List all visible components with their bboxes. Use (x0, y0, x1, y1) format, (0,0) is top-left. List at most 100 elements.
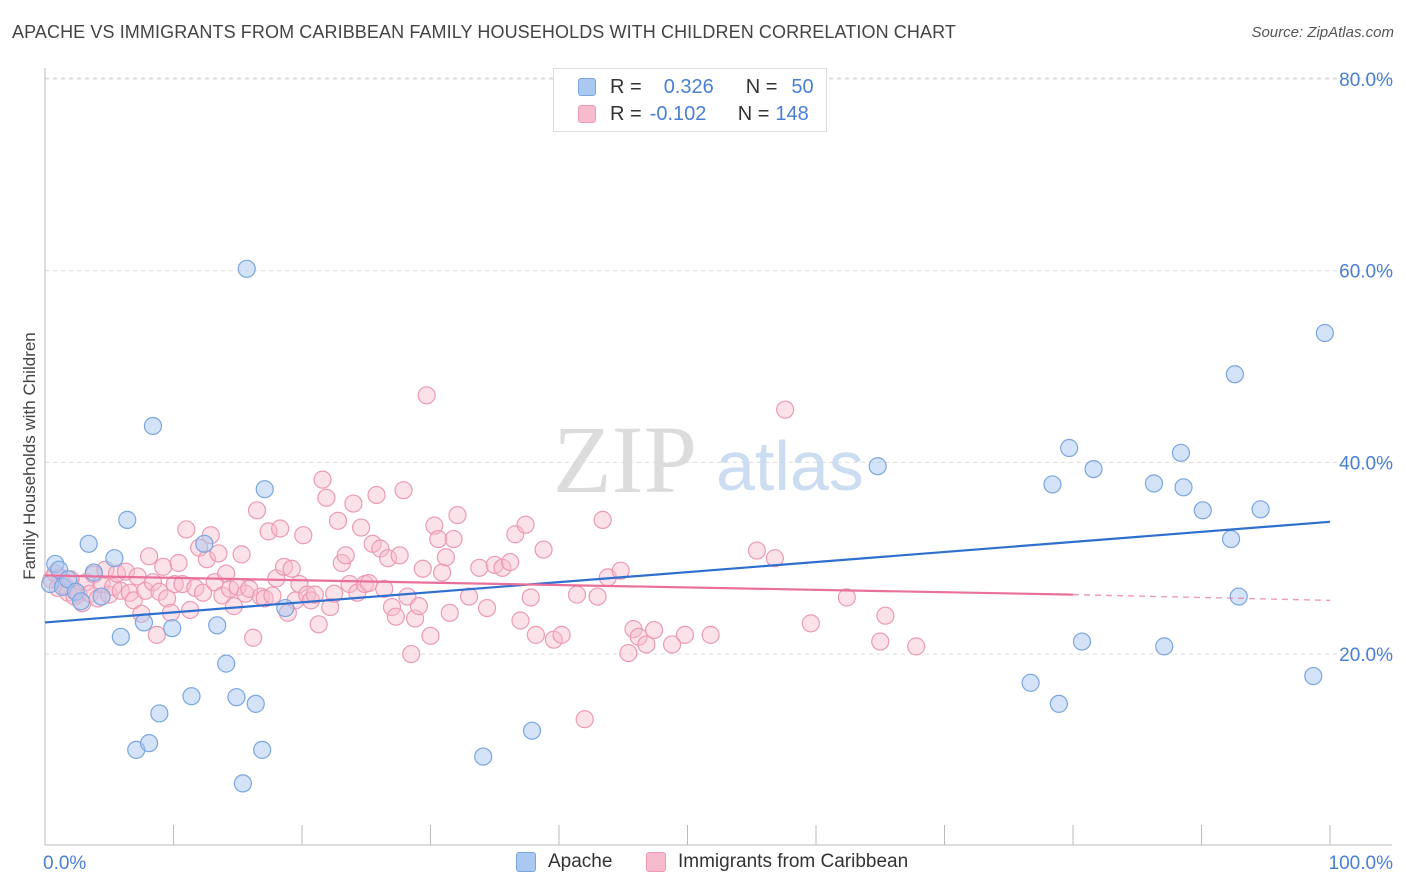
x-tick-label-min: 0.0% (43, 853, 86, 874)
caribbean-point (552, 625, 571, 644)
legend-caribbean-label: Immigrants from Caribbean (678, 851, 909, 872)
caribbean-point (776, 400, 795, 419)
apache-point (253, 740, 272, 759)
caribbean-point (147, 625, 166, 644)
caribbean-point (417, 386, 436, 405)
caribbean-point (139, 547, 159, 566)
caribbean-point (588, 587, 607, 606)
caribbean-trend-line (44, 574, 1074, 596)
caribbean-point (637, 635, 656, 654)
apache-point (474, 747, 493, 766)
caribbean-point (448, 505, 467, 525)
apache-point (522, 721, 542, 740)
apache-point (195, 534, 214, 553)
stats-legend-caribbean: R = -0.102 N = 148 (578, 102, 809, 126)
caribbean-point (336, 546, 355, 565)
caribbean-point (429, 529, 448, 549)
caribbean-point (470, 558, 489, 577)
source-label: Source: ZipAtlas.com (1251, 24, 1394, 41)
apache-point (1043, 475, 1062, 494)
apache-point (143, 416, 163, 436)
apache-r-value: 0.326 (663, 75, 714, 98)
apache-point (1174, 478, 1193, 497)
stats-legend-apache: R = 0.326 N = 50 (578, 75, 814, 99)
caribbean-point (371, 539, 390, 558)
caribbean-point (232, 545, 251, 564)
caribbean-point (747, 541, 766, 560)
caribbean-point (386, 607, 405, 626)
caribbean-point (282, 559, 301, 578)
y-tick-label: 60.0% (1339, 262, 1393, 283)
watermark-atlas: atlas (716, 427, 864, 505)
caribbean-point (352, 518, 371, 537)
watermark-zip: ZIP (553, 406, 697, 513)
caribbean-point (402, 644, 421, 664)
caribbean-point (567, 585, 587, 604)
chart-title: APACHE VS IMMIGRANTS FROM CARIBBEAN FAMI… (12, 22, 956, 42)
apache-point (1171, 443, 1191, 462)
apache-point (1155, 637, 1174, 656)
x-tick-label-max: 100.0% (1329, 853, 1394, 874)
caribbean-point (675, 625, 695, 644)
apache-point (105, 549, 124, 568)
apache-point (84, 563, 103, 582)
caribbean-point (375, 579, 394, 598)
caribbean-point (247, 501, 267, 520)
caribbean-point (305, 585, 324, 604)
caribbean-point (150, 582, 169, 601)
apache-point (139, 734, 159, 753)
legend-item-caribbean[interactable]: Immigrants from Caribbean (646, 851, 908, 873)
y-axis-label: Family Households with Children (20, 332, 39, 580)
apache-point (1315, 323, 1334, 343)
apache-point (1144, 474, 1164, 493)
apache-point (163, 619, 182, 638)
caribbean-point (516, 515, 535, 534)
caribbean-point (440, 603, 459, 622)
apache-point (1060, 438, 1079, 458)
caribbean-point (701, 625, 720, 644)
apache-point (246, 694, 265, 713)
caribbean-point (593, 510, 612, 529)
caribbean-point (871, 632, 890, 651)
caribbean-r-label: R = (610, 102, 642, 125)
caribbean-point (526, 625, 545, 644)
caribbean-point (644, 620, 664, 640)
caribbean-point (157, 589, 177, 608)
caribbean-point (313, 470, 332, 489)
gridlines (45, 77, 1392, 655)
caribbean-point (259, 522, 278, 541)
apache-point (111, 627, 130, 646)
apache-point (1251, 500, 1270, 519)
apache-point (868, 457, 887, 476)
caribbean-point (619, 643, 638, 663)
apache-point (79, 534, 98, 553)
apache-point (118, 510, 137, 529)
apache-swatch (578, 78, 596, 96)
caribbean-point (421, 626, 440, 645)
watermark: ZIP atlas (553, 406, 864, 513)
apache-point (1193, 501, 1212, 520)
caribbean-point (321, 597, 340, 617)
apache-point (92, 587, 111, 606)
apache-n-label: N = (745, 75, 778, 98)
caribbean-point (165, 574, 184, 594)
apache-point (208, 616, 227, 635)
apache-point (217, 654, 236, 673)
caribbean-point (907, 637, 926, 656)
caribbean-n-label: N = (737, 102, 770, 125)
apache-r-label: R = (610, 75, 642, 98)
x-tick-labels: 0.0% 100.0% (43, 853, 1393, 874)
caribbean-point (394, 481, 413, 500)
caribbean-point (390, 546, 409, 565)
apache-point (1084, 459, 1103, 479)
caribbean-point (611, 561, 630, 580)
apache-trend-line (44, 520, 1331, 624)
caribbean-point (382, 597, 402, 617)
apache-point (1229, 587, 1248, 606)
y-tick-label: 40.0% (1339, 453, 1393, 474)
legend-item-apache[interactable]: Apache (516, 851, 612, 873)
caribbean-point (325, 584, 344, 603)
caribbean-point (534, 540, 553, 559)
caribbean-point (444, 529, 463, 549)
y-tick-label: 80.0% (1339, 70, 1393, 91)
